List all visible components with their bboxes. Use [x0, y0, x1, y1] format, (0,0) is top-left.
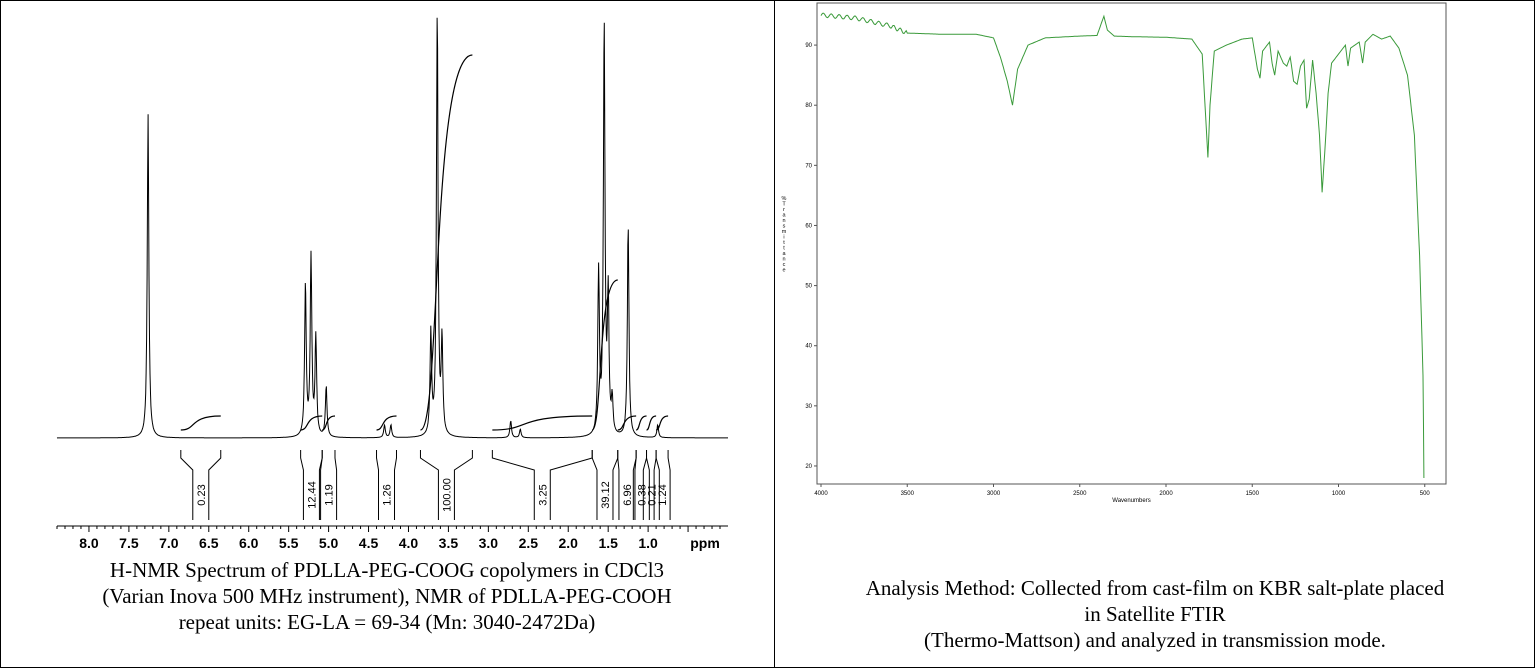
- nmr-x-tick-label: 2.5: [519, 535, 539, 551]
- nmr-x-tick-label: 4.0: [399, 535, 419, 551]
- ftir-y-tick-label: 70: [805, 163, 812, 169]
- nmr-integral-bracket: [419, 450, 473, 520]
- nmr-x-tick-label: 5.5: [279, 535, 299, 551]
- nmr-integral-bracket: [653, 450, 671, 520]
- nmr-x-tick-label: 6.0: [239, 535, 259, 551]
- nmr-integral-label: 1.19: [324, 484, 336, 505]
- ftir-cell: 20 30 40 50 60 70 80 90 4000 3500 3000 2500 2000 1500…: [775, 0, 1535, 668]
- nmr-integral-group: 12.44: [300, 450, 323, 520]
- nmr-integral-label: 39.12: [600, 481, 612, 509]
- nmr-integral-label: 100.00: [441, 478, 453, 512]
- nmr-integral-curve: [419, 54, 473, 431]
- nmr-integral-curve: [180, 415, 221, 431]
- nmr-x-tick-label: 3.0: [479, 535, 499, 551]
- ftir-y-tick-label: 60: [805, 223, 812, 229]
- ftir-y-tick-label: 30: [805, 404, 812, 410]
- nmr-integral-group: 3.25: [491, 450, 593, 520]
- nmr-integral-group: 1.19: [320, 450, 338, 520]
- nmr-x-axis-label: ppm: [690, 535, 720, 551]
- nmr-integral-label: 3.25: [537, 484, 549, 505]
- ftir-x-axis-label: Wavenumbers: [1112, 498, 1150, 504]
- nmr-integral-label: 1.24: [657, 484, 669, 505]
- nmr-integral-group: 1.24: [653, 450, 671, 520]
- nmr-x-tick-label: 3.5: [439, 535, 459, 551]
- nmr-x-tick-label: 1.0: [638, 535, 658, 551]
- ftir-y-tick-label: 20: [805, 464, 812, 470]
- ftir-y-tick-label: 50: [805, 284, 812, 290]
- nmr-integral-curve: [376, 415, 397, 431]
- nmr-integral-curve: [300, 415, 323, 431]
- ftir-x-tick-label: 2000: [1159, 491, 1173, 497]
- nmr-spectrum-chart: 0.23 12.44 1.19 1.26 100.00 3.25 39.12 6.96 0.38…: [56, 17, 728, 551]
- nmr-integral-curve: [322, 415, 336, 431]
- nmr-x-tick-label: 2.0: [559, 535, 579, 551]
- ftir-spectrum-line: [820, 12, 1425, 479]
- nmr-cell: 0.23 12.44 1.19 1.26 100.00 3.25 39.12 6.96 0.38…: [4, 17, 770, 635]
- table-divider: [774, 0, 775, 668]
- ftir-x-tick-label: 3000: [987, 491, 1001, 497]
- nmr-integral-curve: [617, 415, 637, 431]
- nmr-integral-group: 1.26: [376, 450, 397, 520]
- nmr-integral-group: 100.00: [419, 450, 473, 520]
- nmr-integral-group: 39.12: [591, 450, 619, 520]
- nmr-x-tick-label: 5.0: [319, 535, 339, 551]
- nmr-integral-label: 6.96: [622, 484, 634, 505]
- nmr-caption: H-NMR Spectrum of PDLLA-PEG-COOG copolym…: [4, 557, 770, 635]
- nmr-caption-line-3: repeat units: EG-LA = 69-34 (Mn: 3040-24…: [178, 610, 596, 634]
- nmr-caption-line-1: H-NMR Spectrum of PDLLA-PEG-COOG copolym…: [109, 558, 665, 582]
- ftir-y-tick-label: 40: [805, 344, 812, 350]
- nmr-integral-curve: [635, 415, 647, 431]
- nmr-x-tick-label: 6.5: [199, 535, 219, 551]
- ftir-x-tick-label: 2500: [1073, 491, 1087, 497]
- ftir-plot-frame: [816, 2, 1447, 485]
- nmr-x-tick-label: 8.0: [79, 535, 99, 551]
- nmr-integral-bracket: [376, 450, 397, 520]
- nmr-x-tick-label: 4.5: [359, 535, 379, 551]
- nmr-integral-group: 6.96: [617, 450, 637, 520]
- ftir-x-tick-label: 1000: [1332, 491, 1346, 497]
- nmr-x-tick-label: 7.5: [119, 535, 139, 551]
- nmr-x-tick-label: 1.5: [598, 535, 618, 551]
- nmr-integral-bracket: [180, 450, 222, 520]
- nmr-integral-curve: [655, 415, 669, 431]
- ftir-spectrum-chart: 20 30 40 50 60 70 80 90 4000 3500 3000 2500 2000 1500…: [782, 2, 1447, 504]
- ftir-y-tick-label: 80: [805, 103, 812, 109]
- nmr-integral-label: 1.26: [382, 484, 394, 505]
- ftir-x-tick-label: 500: [1420, 491, 1431, 497]
- nmr-integral-curve: [492, 415, 593, 431]
- ftir-caption-line-2: in Satellite FTIR: [1084, 602, 1226, 626]
- nmr-integral-curve: [591, 279, 618, 431]
- nmr-x-tick-label: 7.0: [159, 535, 179, 551]
- ftir-x-tick-label: 3500: [901, 491, 915, 497]
- ftir-y-tick-label: 90: [805, 43, 812, 49]
- nmr-integral-label: 0.23: [196, 484, 208, 505]
- nmr-spectrum-line: [56, 17, 728, 439]
- ftir-caption-line-1: Analysis Method: Collected from cast-fil…: [865, 576, 1445, 600]
- nmr-integral-label: 0.38: [636, 484, 648, 505]
- nmr-caption-line-2: (Varian Inova 500 MHz instrument), NMR o…: [102, 584, 672, 608]
- nmr-integral-group: 0.23: [180, 450, 222, 520]
- ftir-caption-line-3: (Thermo-Mattson) and analyzed in transmi…: [924, 628, 1386, 652]
- nmr-integral-label: 0.21: [646, 484, 658, 505]
- ftir-caption: Analysis Method: Collected from cast-fil…: [777, 575, 1533, 653]
- ftir-x-tick-label: 4000: [814, 491, 828, 497]
- ftir-x-tick-label: 1500: [1246, 491, 1260, 497]
- nmr-integral-curve: [646, 415, 657, 431]
- nmr-integral-bracket: [320, 450, 338, 520]
- nmr-integral-label: 12.44: [306, 481, 318, 509]
